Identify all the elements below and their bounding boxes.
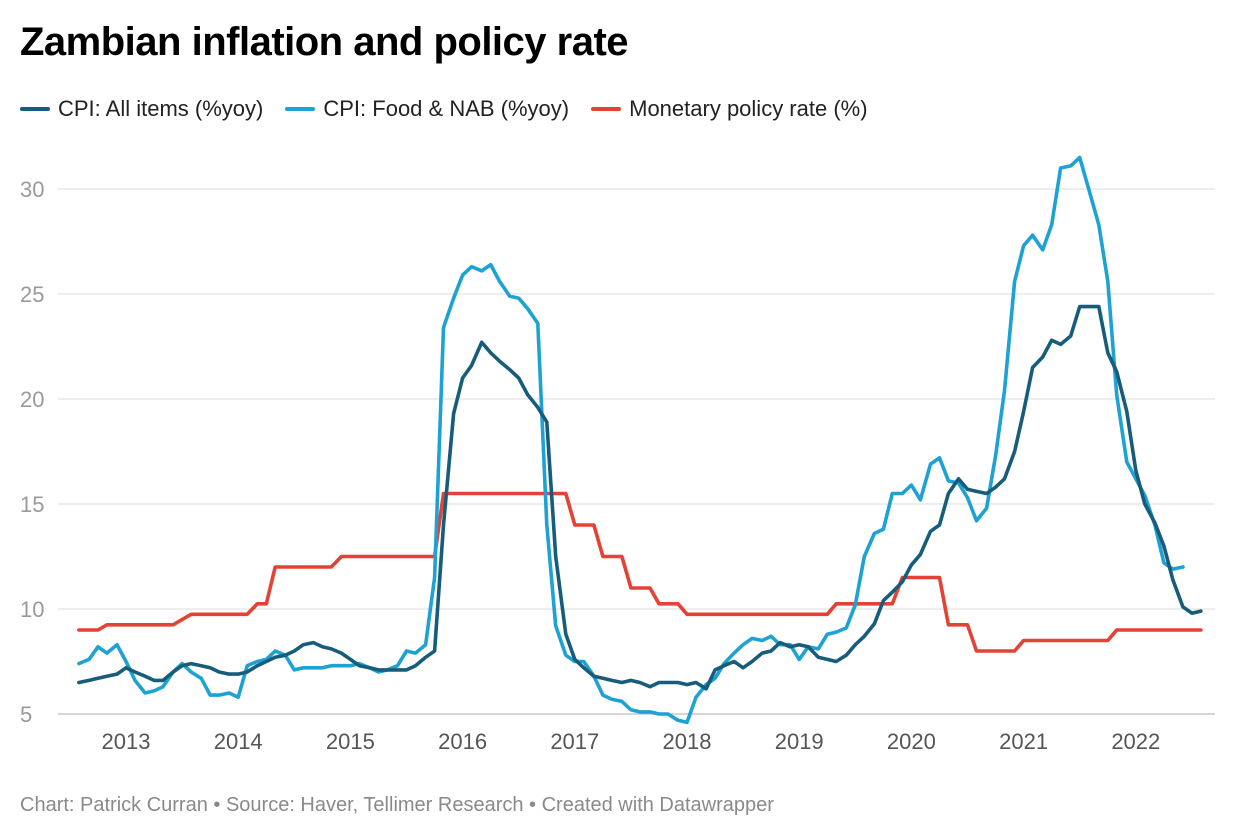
y-tick-label-15: 15 xyxy=(20,492,44,517)
series-line-1 xyxy=(77,155,1185,725)
legend-label-cpi-food: CPI: Food & NAB (%yoy) xyxy=(323,96,570,121)
x-tick-label-2013: 2013 xyxy=(102,729,151,754)
x-tick-label-2015: 2015 xyxy=(326,729,375,754)
legend-swatch-cpi-all xyxy=(20,107,50,111)
x-tick-label-2017: 2017 xyxy=(550,729,599,754)
y-tick-label-20: 20 xyxy=(20,387,44,412)
legend-item-cpi-food: CPI: Food & NAB (%yoy) xyxy=(285,96,569,122)
legend: CPI: All items (%yoy) CPI: Food & NAB (%… xyxy=(20,96,868,122)
series-line-2 xyxy=(77,491,1203,653)
chart-title: Zambian inflation and policy rate xyxy=(20,20,629,64)
legend-swatch-cpi-food xyxy=(285,107,316,111)
x-tick-label-2022: 2022 xyxy=(1111,729,1160,754)
footer-credit: Chart: Patrick Curran • Source: Haver, T… xyxy=(20,794,774,816)
y-tick-label-25: 25 xyxy=(20,282,44,307)
x-tick-label-2020: 2020 xyxy=(887,729,936,754)
y-tick-label-5: 5 xyxy=(20,702,32,727)
x-tick-label-2021: 2021 xyxy=(999,729,1048,754)
series-line-0 xyxy=(77,304,1203,691)
x-tick-label-2016: 2016 xyxy=(438,729,487,754)
legend-label-cpi-all: CPI: All items (%yoy) xyxy=(58,96,264,121)
legend-item-cpi-all: CPI: All items (%yoy) xyxy=(20,96,263,122)
legend-item-policy-rate: Monetary policy rate (%) xyxy=(591,96,868,122)
x-tick-label-2019: 2019 xyxy=(775,729,824,754)
x-tick-label-2018: 2018 xyxy=(663,729,712,754)
x-tick-label-2014: 2014 xyxy=(214,729,263,754)
legend-label-policy-rate: Monetary policy rate (%) xyxy=(629,96,868,121)
y-tick-label-10: 10 xyxy=(20,597,44,622)
legend-swatch-policy-rate xyxy=(591,107,622,111)
y-tick-label-30: 30 xyxy=(20,177,44,202)
